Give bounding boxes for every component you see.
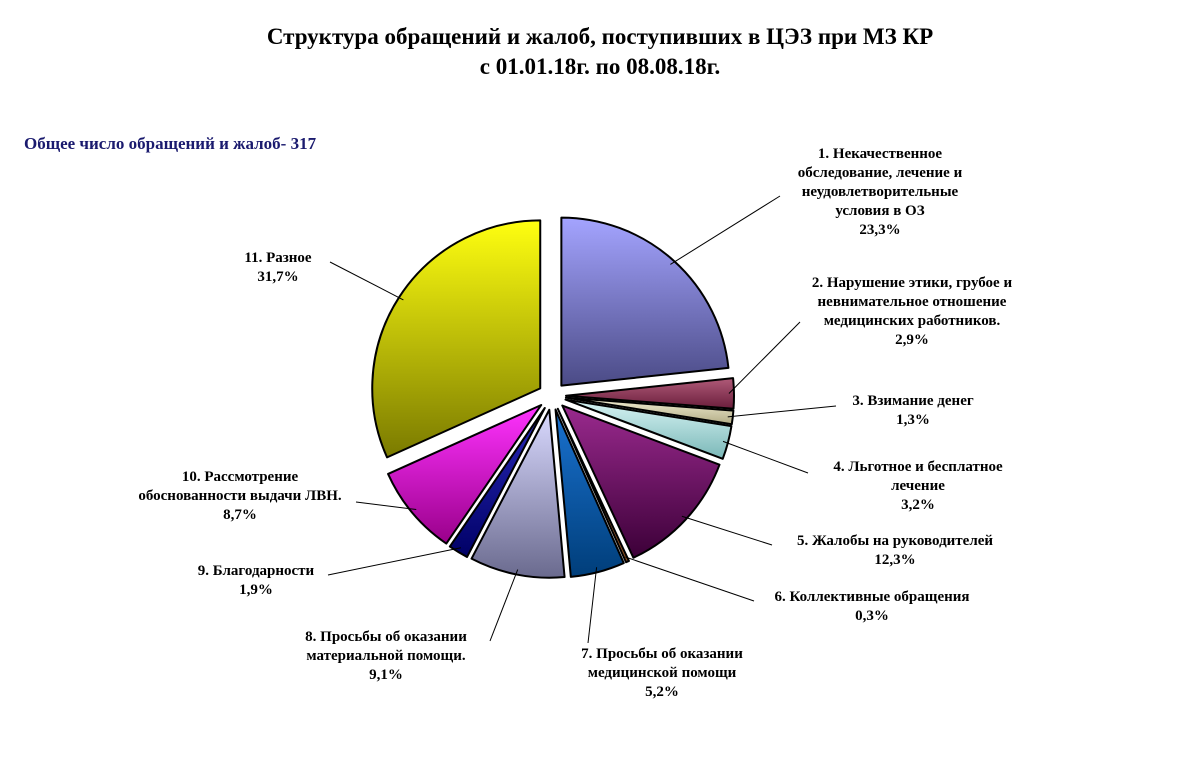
pie-slice-3 — [564, 396, 735, 426]
slice-label-line: невнимательное отношение — [818, 294, 1007, 310]
leader-line-10 — [355, 501, 417, 511]
slice-percent-8: 9,1% — [369, 667, 403, 683]
chart-title-line2: с 01.01.18г. по 08.08.18г. — [479, 54, 721, 79]
slice-label-line: 9. Благодарности — [198, 563, 315, 579]
slice-percent-11: 31,7% — [257, 269, 298, 285]
slice-label-line: лечение — [891, 478, 945, 494]
slice-label-line: условия в ОЗ — [835, 203, 924, 219]
pie-slice-7 — [554, 408, 625, 578]
slice-label-6: 6. Коллективные обращения 0,3% — [775, 589, 970, 624]
slice-percent-9: 1,9% — [239, 582, 273, 598]
slice-label-line: медицинских работников. — [824, 313, 1001, 329]
leader-line-2 — [728, 321, 801, 394]
leader-line-7 — [587, 567, 598, 644]
slice-percent-6: 0,3% — [855, 608, 889, 624]
slice-label-line: 8. Просьбы об оказании — [305, 629, 467, 645]
slice-label-line: 3. Взимание денег — [852, 393, 974, 409]
slice-label-11: 11. Разное 31,7% — [244, 250, 312, 285]
slice-label-7: 7. Просьбы об оказании медицинской помощи… — [581, 646, 743, 700]
leader-line-6 — [625, 556, 755, 602]
pie-slice-10 — [387, 403, 543, 545]
slice-label-line: 10. Рассмотрение — [182, 469, 299, 485]
slice-percent-2: 2,9% — [895, 332, 929, 348]
leader-line-11 — [329, 261, 404, 301]
slice-label-8: 8. Просьбы об оказании материальной помощ… — [305, 629, 467, 683]
slice-label-line: 7. Просьбы об оказании — [581, 646, 743, 662]
slice-percent-10: 8,7% — [223, 507, 257, 523]
pie-slice-6 — [556, 407, 630, 564]
chart-subtitle: Общее число обращений и жалоб- 317 — [24, 134, 317, 153]
chart-title: Структура обращений и жалоб, поступивших… — [0, 22, 1200, 82]
chart-title-line1: Структура обращений и жалоб, поступивших… — [266, 24, 934, 49]
leader-line-1 — [670, 195, 781, 265]
slice-label-line: 2. Нарушение этики, грубое и — [812, 275, 1013, 291]
leader-line-9 — [327, 547, 461, 576]
slice-label-5: 5. Жалобы на руководителей 12,3% — [797, 533, 993, 568]
pie-slice-9 — [448, 407, 546, 558]
slice-label-line: обследование, лечение и — [798, 165, 963, 181]
leader-line-4 — [722, 440, 809, 474]
slice-label-10: 10. Рассмотрение обоснованности выдачи ЛВ… — [138, 469, 342, 523]
slice-percent-1: 23,3% — [859, 222, 900, 238]
pie-slice-1 — [560, 216, 730, 387]
slice-label-line: 6. Коллективные обращения — [775, 589, 970, 605]
slice-label-line: 1. Некачественное — [818, 146, 943, 162]
slice-label-line: неудовлетворительные — [802, 184, 959, 200]
pie-slice-2 — [564, 377, 735, 410]
slice-label-line: обоснованности выдачи ЛВН. — [138, 488, 342, 504]
pie-slice-5 — [561, 404, 721, 559]
slice-label-2: 2. Нарушение этики, грубое и невнимательн… — [812, 275, 1013, 348]
slice-label-line: медицинской помощи — [588, 665, 737, 681]
leader-line-5 — [681, 515, 773, 546]
slice-label-4: 4. Льготное и бесплатное лечение 3,2% — [833, 459, 1003, 513]
slice-percent-7: 5,2% — [645, 684, 679, 700]
leader-line-8 — [489, 569, 519, 642]
slice-percent-5: 12,3% — [874, 552, 915, 568]
slice-percent-4: 3,2% — [901, 497, 935, 513]
leader-line-3 — [727, 405, 837, 418]
pie-slice-8 — [470, 408, 566, 579]
slice-label-3: 3. Взимание денег 1,3% — [852, 393, 974, 428]
slice-label-1: 1. Некачественное обследование, лечение и… — [798, 146, 963, 238]
slice-label-line: материальной помощи. — [306, 648, 465, 664]
slice-label-9: 9. Благодарности 1,9% — [198, 563, 315, 598]
slice-label-line: 11. Разное — [244, 250, 312, 266]
slice-label-line: 5. Жалобы на руководителей — [797, 533, 993, 549]
slice-label-line: 4. Льготное и бесплатное — [833, 459, 1003, 475]
slice-percent-3: 1,3% — [896, 412, 930, 428]
